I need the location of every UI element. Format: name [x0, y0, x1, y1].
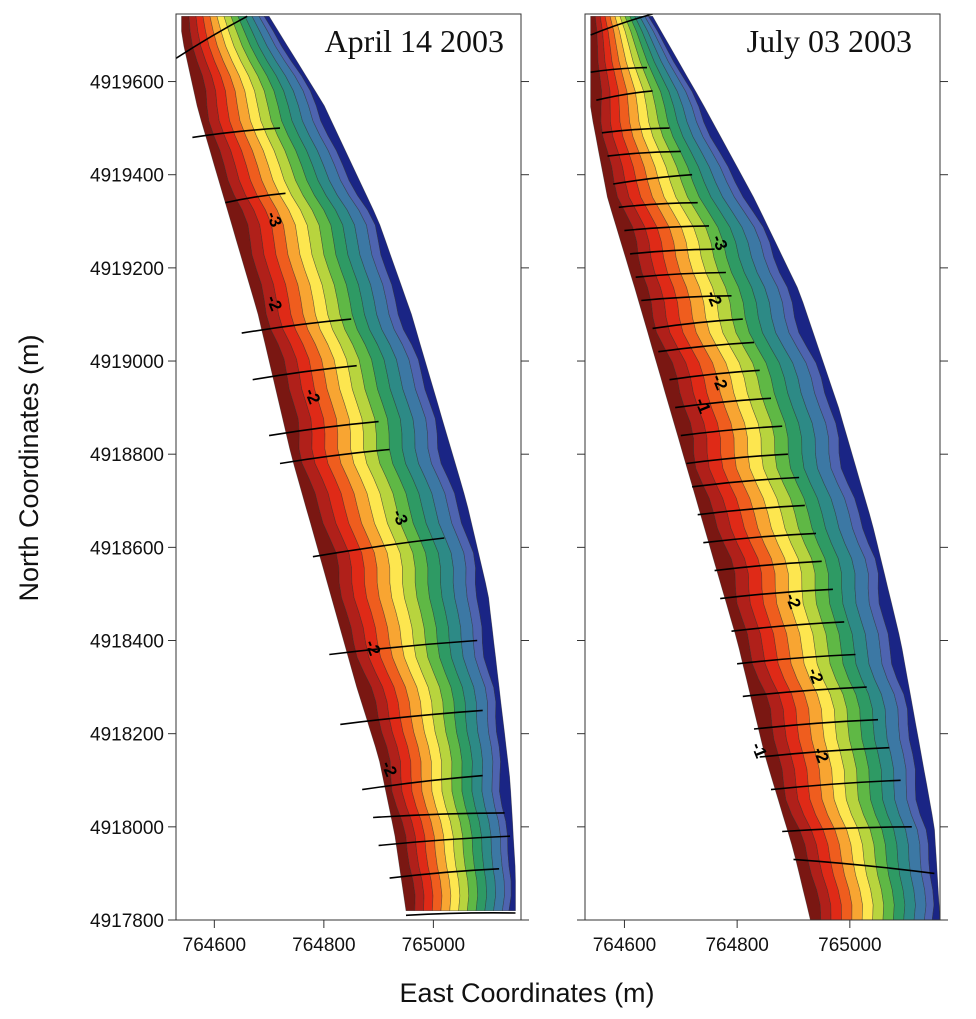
- profile-line: [770, 779, 901, 791]
- profile-line: [635, 271, 726, 278]
- contour-label: -2: [378, 758, 401, 779]
- contour-label: -2: [708, 372, 731, 393]
- profile-line: [596, 90, 653, 101]
- contour-label: -3: [708, 232, 731, 253]
- contour-label: -2: [301, 386, 324, 407]
- profile-line: [742, 686, 867, 698]
- profile-line: [753, 718, 879, 730]
- profile-line: [680, 425, 783, 437]
- profile-line: [759, 746, 890, 758]
- contour-label: -2: [263, 292, 286, 313]
- profile-line: [389, 868, 500, 879]
- profile-line: [378, 835, 511, 847]
- plot-frame: [584, 13, 941, 921]
- y-tick-label: 4919400: [90, 166, 164, 187]
- x-tick-label: 765000: [402, 935, 465, 956]
- profile-line: [782, 826, 912, 833]
- contour-label: -3: [388, 507, 411, 528]
- x-tick-label: 764600: [593, 935, 656, 956]
- profile-line: [241, 318, 352, 334]
- profile-line: [658, 341, 755, 353]
- profile-line: [714, 560, 822, 572]
- profile-line: [669, 369, 760, 381]
- profile-line: [312, 537, 445, 558]
- y-tick-label: 4918600: [90, 538, 164, 559]
- depth-band: [647, 16, 940, 920]
- contour-label: -1: [747, 740, 770, 761]
- x-tick-label: 764800: [292, 935, 355, 956]
- profile-line: [362, 774, 483, 791]
- contour-labels: -3-2-2-1-2-2-1 -2: [691, 232, 833, 766]
- profile-line: [613, 173, 693, 185]
- profile-line: [590, 66, 648, 73]
- y-tick-label: 4919000: [90, 352, 164, 373]
- profile-line: [340, 709, 483, 726]
- x-tick-label: 765000: [818, 935, 881, 956]
- profile-line: [641, 295, 732, 302]
- y-tick-label: 4918400: [90, 632, 164, 653]
- profile-line: [703, 532, 817, 544]
- profile-line: [590, 14, 653, 36]
- y-tick-label: 4917800: [90, 911, 164, 932]
- y-tick-label: 4918800: [90, 445, 164, 466]
- profile-line: [373, 812, 505, 819]
- panel-title: July 03 2003: [747, 23, 912, 59]
- profile-line: [630, 248, 715, 255]
- panel-title: April 14 2003: [324, 23, 504, 59]
- contour-labels: -3 -2 -2 -3 -2 -2: [263, 209, 412, 780]
- depth-band: [263, 16, 516, 911]
- profile-line: [176, 15, 248, 59]
- y-tick-label: 4919600: [90, 73, 164, 94]
- x-tick-label: 764600: [183, 935, 246, 956]
- x-axis-title: East Coordinates (m): [399, 978, 654, 1008]
- axis-ticks: 764600 764800 765000: [577, 81, 948, 956]
- profile-line: [675, 397, 772, 409]
- profile-line: [601, 127, 670, 134]
- panel-july-2003: -3-2-2-1-2-2-1 -2 764600 764800 765000 July…: [577, 13, 948, 956]
- profile-line: [793, 858, 935, 875]
- profile-line: [225, 192, 286, 204]
- contour-label: -2: [361, 637, 384, 658]
- contour-label: -2: [804, 665, 827, 686]
- x-tick-label: 764800: [705, 935, 768, 956]
- profile-line: [731, 621, 845, 632]
- bathymetry-surface: [590, 16, 940, 920]
- profile-line: [192, 127, 281, 139]
- y-tick-label: 4918000: [90, 818, 164, 839]
- y-tick-label: 4918200: [90, 725, 164, 746]
- profile-line: [329, 639, 478, 656]
- contour-label: -1: [691, 395, 714, 416]
- panel-april-2003: -3 -2 -2 -3 -2 -2 4917800 4918000 4918200 491840…: [90, 13, 529, 956]
- profile-line: [720, 588, 833, 600]
- profile-line: [252, 364, 357, 381]
- profile-line: [405, 912, 516, 917]
- survey-profiles: [176, 15, 516, 917]
- profile-line: [607, 150, 681, 157]
- profile-line: [697, 504, 805, 516]
- profile-line: [618, 201, 698, 209]
- y-tick-label: 4919200: [90, 259, 164, 280]
- profile-line: [652, 318, 743, 330]
- survey-profiles: [590, 14, 935, 875]
- profile-line: [624, 225, 710, 232]
- contour-label: -3: [263, 209, 286, 230]
- profile-line: [268, 420, 379, 437]
- axis-ticks: 4917800 4918000 4918200 4918400 4918600 49188…: [90, 73, 529, 956]
- plot-frame: [175, 13, 522, 921]
- y-axis-title: North Coordinates (m): [14, 334, 44, 601]
- profile-line: [686, 453, 788, 465]
- bathymetry-surface: [181, 16, 516, 911]
- profile-line: [279, 448, 390, 465]
- contour-label: -2: [781, 591, 804, 612]
- profile-line: [692, 476, 800, 488]
- profile-line: [737, 653, 856, 665]
- contour-label: -2: [702, 288, 725, 309]
- contour-label: -2: [809, 744, 832, 765]
